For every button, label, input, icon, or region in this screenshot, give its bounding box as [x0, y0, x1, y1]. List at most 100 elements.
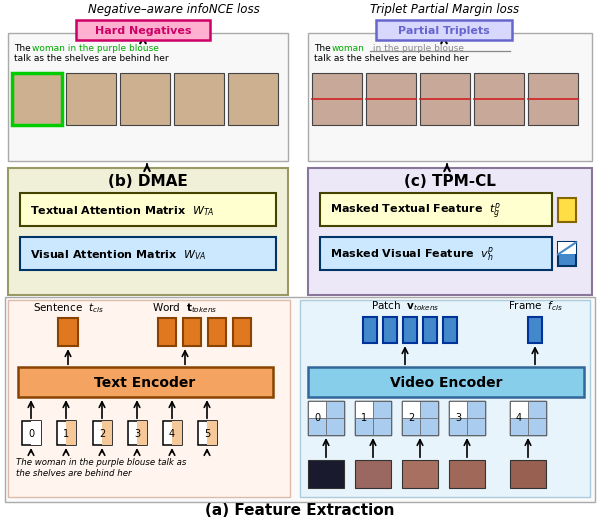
- Bar: [198, 421, 217, 445]
- Bar: [402, 418, 420, 435]
- Text: Negative–aware infoNCE loss: Negative–aware infoNCE loss: [88, 3, 260, 16]
- Bar: [449, 460, 485, 488]
- Bar: [558, 242, 576, 254]
- Text: (b) DMAE: (b) DMAE: [108, 174, 188, 189]
- Bar: [102, 421, 112, 445]
- Bar: [183, 318, 201, 346]
- Bar: [528, 418, 546, 435]
- Bar: [528, 401, 546, 418]
- Text: talk as the shelves are behind her: talk as the shelves are behind her: [314, 54, 469, 63]
- Bar: [528, 317, 542, 343]
- Bar: [228, 73, 278, 125]
- Text: Sentence  $t_{cls}$: Sentence $t_{cls}$: [32, 301, 103, 315]
- Bar: [57, 421, 76, 445]
- Text: Triplet Partial Margin loss: Triplet Partial Margin loss: [370, 3, 519, 16]
- Text: Video Encoder: Video Encoder: [390, 376, 502, 390]
- Bar: [308, 167, 592, 295]
- Bar: [207, 421, 217, 445]
- Text: the shelves are behind her: the shelves are behind her: [16, 469, 131, 478]
- Bar: [467, 401, 485, 418]
- Bar: [12, 73, 62, 125]
- Bar: [449, 401, 467, 418]
- Bar: [8, 301, 290, 497]
- Bar: [383, 317, 397, 343]
- Text: 5: 5: [204, 429, 210, 439]
- Bar: [449, 401, 485, 435]
- Bar: [31, 421, 41, 445]
- Bar: [308, 367, 584, 397]
- Bar: [510, 401, 528, 418]
- Bar: [320, 238, 552, 270]
- Bar: [558, 199, 576, 223]
- Text: 0: 0: [28, 429, 34, 439]
- Bar: [449, 418, 467, 435]
- Bar: [208, 318, 226, 346]
- Bar: [403, 317, 417, 343]
- Bar: [467, 418, 485, 435]
- Bar: [326, 401, 344, 418]
- Bar: [510, 460, 546, 488]
- Text: Patch  $\mathbf{v}_{tokens}$: Patch $\mathbf{v}_{tokens}$: [371, 300, 439, 313]
- Text: talk as the shelves are behind her: talk as the shelves are behind her: [14, 54, 169, 63]
- Bar: [174, 73, 224, 125]
- Bar: [363, 317, 377, 343]
- Bar: [158, 318, 176, 346]
- Bar: [420, 401, 438, 418]
- Text: 4: 4: [169, 429, 175, 439]
- Bar: [558, 242, 576, 266]
- Bar: [93, 421, 112, 445]
- Text: 1: 1: [361, 413, 367, 423]
- Text: The woman in the purple blouse talk as: The woman in the purple blouse talk as: [16, 458, 187, 467]
- Text: Word  $\mathbf{t}_{tokens}$: Word $\mathbf{t}_{tokens}$: [152, 301, 218, 315]
- Bar: [20, 238, 276, 270]
- Bar: [402, 401, 420, 418]
- Bar: [22, 421, 41, 445]
- Text: Visual Attention Matrix  $W_{VA}$: Visual Attention Matrix $W_{VA}$: [30, 249, 206, 262]
- Bar: [510, 418, 528, 435]
- Bar: [443, 317, 457, 343]
- Bar: [373, 418, 391, 435]
- Bar: [402, 401, 438, 435]
- Bar: [137, 421, 147, 445]
- Bar: [528, 73, 578, 125]
- Text: 2: 2: [408, 413, 414, 423]
- Bar: [5, 297, 595, 502]
- Bar: [420, 73, 470, 125]
- Bar: [120, 73, 170, 125]
- Bar: [8, 33, 288, 161]
- Text: Text Encoder: Text Encoder: [94, 376, 196, 390]
- Bar: [233, 318, 251, 346]
- Bar: [308, 401, 326, 418]
- Bar: [373, 401, 391, 418]
- Text: (c) TPM-CL: (c) TPM-CL: [404, 174, 496, 189]
- Text: woman: woman: [332, 44, 365, 53]
- Text: Frame  $f_{cls}$: Frame $f_{cls}$: [508, 300, 562, 313]
- Text: Textual Attention Matrix  $W_{TA}$: Textual Attention Matrix $W_{TA}$: [30, 204, 215, 218]
- Text: The: The: [14, 44, 34, 53]
- Bar: [20, 193, 276, 226]
- Bar: [128, 421, 147, 445]
- Bar: [76, 20, 210, 40]
- Bar: [300, 301, 590, 497]
- Text: woman in the purple blouse: woman in the purple blouse: [32, 44, 159, 53]
- Bar: [355, 460, 391, 488]
- Text: Partial Triplets: Partial Triplets: [398, 25, 490, 36]
- Bar: [172, 421, 182, 445]
- Bar: [320, 193, 552, 226]
- Bar: [355, 418, 373, 435]
- Bar: [308, 418, 326, 435]
- Bar: [423, 317, 437, 343]
- Text: 0: 0: [314, 413, 320, 423]
- Bar: [402, 460, 438, 488]
- Bar: [376, 20, 512, 40]
- Text: in the purple blouse: in the purple blouse: [370, 44, 464, 53]
- Bar: [308, 460, 344, 488]
- Bar: [66, 73, 116, 125]
- Text: 1: 1: [63, 429, 69, 439]
- Bar: [66, 421, 76, 445]
- Bar: [510, 401, 546, 435]
- Bar: [355, 401, 391, 435]
- Bar: [163, 421, 182, 445]
- Text: 3: 3: [134, 429, 140, 439]
- Text: Hard Negatives: Hard Negatives: [95, 25, 191, 36]
